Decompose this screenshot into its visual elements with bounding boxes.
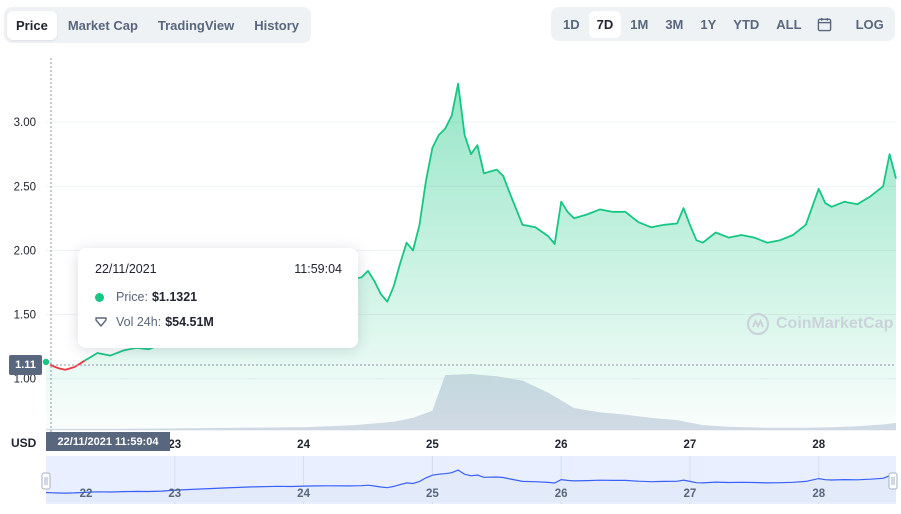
range-1m-button[interactable]: 1M bbox=[630, 16, 649, 32]
navigator-right-handle[interactable] bbox=[888, 472, 898, 490]
x-axis-labels: 23 24 25 26 27 28 bbox=[168, 439, 825, 451]
range-3m-button[interactable]: 3M bbox=[665, 16, 684, 32]
navigator-tick-label: 24 bbox=[297, 488, 310, 500]
tooltip-price-row: Price: $1.1321 bbox=[95, 290, 197, 304]
volume-icon bbox=[95, 317, 107, 327]
range-all-button[interactable]: ALL bbox=[776, 16, 802, 32]
y-tick-label: 1.50 bbox=[14, 310, 36, 322]
x-tick-label: 27 bbox=[684, 439, 697, 451]
tab-price[interactable]: Price bbox=[7, 10, 57, 40]
tooltip-time: 11:59:04 bbox=[294, 262, 342, 276]
navigator-tick-label: 25 bbox=[426, 488, 439, 500]
x-tick-label: 24 bbox=[297, 439, 310, 451]
range-1d-button[interactable]: 1D bbox=[563, 16, 580, 32]
coinmarketcap-logo-icon bbox=[746, 312, 770, 336]
range-7d-button[interactable]: 7D bbox=[588, 10, 622, 38]
crosshair-point bbox=[41, 357, 51, 367]
x-tick-label: 26 bbox=[555, 439, 568, 451]
calendar-icon bbox=[817, 17, 831, 31]
tab-market-cap[interactable]: Market Cap bbox=[67, 17, 138, 33]
y-axis-labels: 1.00 1.50 2.00 2.50 3.00 bbox=[14, 117, 36, 386]
range-ytd-button[interactable]: YTD bbox=[733, 16, 760, 32]
time-range-selector: 1D 7D 1M 3M 1Y YTD ALL LOG bbox=[551, 7, 895, 41]
calendar-button[interactable] bbox=[811, 13, 838, 36]
navigator-tick-label: 23 bbox=[168, 488, 181, 500]
crosshair-price-label: 1.11 bbox=[9, 355, 42, 375]
tab-tradingview[interactable]: TradingView bbox=[157, 17, 235, 33]
navigator-tick-label: 22 bbox=[80, 488, 93, 500]
chart-type-tabs: Price Market Cap TradingView History bbox=[4, 7, 312, 43]
price-tooltip: 22/11/2021 11:59:04 Price: $1.1321 Vol 2… bbox=[78, 248, 358, 348]
log-scale-button[interactable]: LOG bbox=[855, 16, 884, 32]
watermark: CoinMarketCap bbox=[746, 312, 893, 336]
navigator-series bbox=[45, 469, 897, 502]
y-tick-label: 2.00 bbox=[14, 245, 36, 257]
navigator-left-handle[interactable] bbox=[41, 472, 51, 490]
y-tick-label: 1.00 bbox=[14, 374, 36, 386]
navigator-tick-label: 27 bbox=[684, 488, 697, 500]
navigator-labels: 22 23 24 25 26 27 28 bbox=[80, 488, 826, 500]
tooltip-price-value: $1.1321 bbox=[151, 290, 198, 304]
navigator-area bbox=[46, 470, 896, 502]
y-tick-label: 3.00 bbox=[14, 117, 36, 129]
navigator-tick-label: 26 bbox=[555, 488, 568, 500]
currency-label: USD bbox=[11, 436, 37, 450]
price-dot-icon bbox=[95, 292, 104, 302]
x-tick-label: 23 bbox=[168, 439, 181, 451]
navigator-line bbox=[45, 469, 897, 494]
x-tick-label: 25 bbox=[426, 439, 439, 451]
range-1y-button[interactable]: 1Y bbox=[700, 16, 717, 32]
crosshair-date-label: 22/11/2021 11:59:04 bbox=[46, 432, 170, 451]
tooltip-volume-value: $54.51M bbox=[165, 315, 214, 329]
y-tick-label: 2.50 bbox=[14, 181, 36, 193]
tab-history[interactable]: History bbox=[254, 17, 300, 33]
tooltip-volume-label: Vol 24h: bbox=[116, 315, 162, 329]
price-line-down bbox=[45, 359, 86, 371]
watermark-text: CoinMarketCap bbox=[776, 315, 894, 332]
x-tick-label: 28 bbox=[812, 439, 825, 451]
navigator-tick-label: 28 bbox=[812, 488, 825, 500]
tooltip-volume-row: Vol 24h: $54.51M bbox=[95, 315, 214, 329]
tooltip-price-label: Price: bbox=[116, 290, 148, 304]
tooltip-date: 22/11/2021 bbox=[95, 262, 157, 276]
